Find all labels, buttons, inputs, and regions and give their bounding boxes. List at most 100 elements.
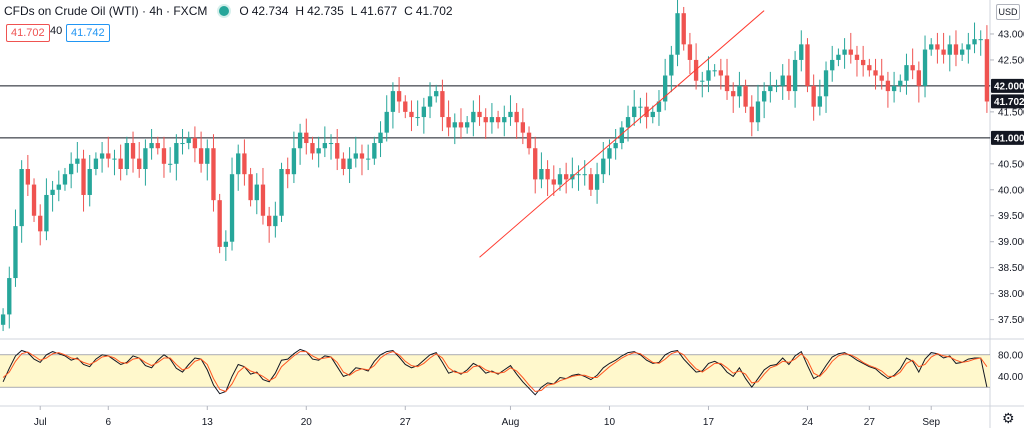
price-label-box bbox=[991, 78, 1024, 93]
candle-body bbox=[805, 44, 810, 86]
price-tick-label: 40.500 bbox=[998, 159, 1024, 170]
candle-body bbox=[161, 148, 167, 164]
spread-value: 40 bbox=[50, 25, 63, 37]
candle-body bbox=[978, 39, 983, 41]
ohlc-readout: O 42.734 H 42.735 L 41.677 C 41.702 bbox=[239, 4, 452, 18]
candle-body bbox=[533, 148, 538, 180]
high-value: 42.735 bbox=[307, 4, 344, 18]
currency-button[interactable]: USD bbox=[996, 4, 1020, 20]
candle-body bbox=[891, 85, 897, 92]
candle-body bbox=[842, 49, 847, 55]
candle-body bbox=[359, 153, 365, 159]
time-tick-label: 17 bbox=[703, 417, 715, 428]
candle-body bbox=[304, 132, 309, 144]
candle-body bbox=[310, 143, 315, 154]
candle-body bbox=[421, 106, 427, 118]
candle-body bbox=[768, 85, 773, 92]
candle-body bbox=[38, 215, 43, 232]
gear-icon[interactable]: ⚙ bbox=[1002, 410, 1015, 426]
candle-body bbox=[836, 54, 841, 60]
candle-body bbox=[823, 70, 829, 97]
candle-body bbox=[650, 111, 655, 118]
low-label: L bbox=[350, 4, 358, 18]
candle-body bbox=[229, 174, 235, 242]
candle-body bbox=[19, 169, 24, 227]
candle-body bbox=[786, 75, 792, 92]
candle-body bbox=[285, 169, 290, 175]
candle-body bbox=[854, 54, 860, 60]
candle-body bbox=[316, 148, 321, 154]
candle-body bbox=[328, 143, 334, 145]
candle-body bbox=[743, 85, 748, 107]
candle-body bbox=[712, 70, 717, 72]
candle-body bbox=[700, 80, 705, 82]
candle-body bbox=[830, 59, 835, 71]
sell-price-button[interactable]: 41.702 bbox=[6, 24, 50, 42]
candle-body bbox=[520, 122, 526, 133]
candle-body bbox=[632, 106, 637, 118]
stoch-d-line bbox=[2, 351, 988, 393]
price-tick-label: 37.500 bbox=[998, 315, 1024, 326]
symbol-title[interactable]: CFDs on Crude Oil (WTI) · 4h · FXCM bbox=[4, 4, 208, 18]
time-tick-label: 10 bbox=[604, 417, 616, 428]
time-tick-label: 20 bbox=[301, 417, 313, 428]
candle-body bbox=[130, 143, 136, 159]
candle-body bbox=[706, 70, 711, 81]
candle-body bbox=[390, 91, 396, 112]
price-tick-label: 43.000 bbox=[998, 29, 1024, 40]
stoch-tick-label: 40.00 bbox=[998, 372, 1023, 383]
price-tick-label: 40.000 bbox=[998, 185, 1024, 196]
time-tick-label: Aug bbox=[502, 417, 520, 428]
buy-price-button[interactable]: 41.742 bbox=[66, 24, 110, 42]
time-tick-label: 6 bbox=[106, 417, 112, 428]
candle-body bbox=[25, 169, 31, 185]
candle-body bbox=[180, 143, 185, 145]
candle-body bbox=[415, 117, 420, 119]
candle-body bbox=[75, 158, 80, 164]
candle-body bbox=[910, 65, 915, 71]
candle-body bbox=[539, 169, 544, 180]
candle-body bbox=[588, 174, 594, 190]
candle-body bbox=[471, 111, 476, 123]
candle-body bbox=[693, 59, 699, 81]
candle-body bbox=[947, 44, 952, 55]
candle-body bbox=[341, 158, 346, 169]
price-label-box bbox=[991, 94, 1024, 109]
candle-body bbox=[254, 184, 259, 201]
candle-body bbox=[427, 96, 433, 107]
candle-body bbox=[7, 278, 12, 315]
candle-body bbox=[192, 137, 198, 149]
candle-body bbox=[384, 111, 389, 133]
candle-body bbox=[638, 106, 643, 108]
candle-body bbox=[409, 111, 414, 118]
candle-body bbox=[446, 117, 451, 128]
candles-group bbox=[0, 0, 990, 332]
candle-body bbox=[724, 75, 730, 92]
candle-body bbox=[922, 49, 928, 86]
candle-body bbox=[87, 169, 92, 195]
candle-body bbox=[613, 143, 618, 149]
candle-body bbox=[118, 158, 123, 169]
candle-body bbox=[279, 169, 284, 216]
time-tick-label: 24 bbox=[802, 417, 814, 428]
candle-body bbox=[143, 148, 148, 169]
candle-body bbox=[594, 174, 600, 190]
candle-body bbox=[112, 158, 117, 160]
candle-body bbox=[557, 174, 563, 185]
candle-body bbox=[155, 143, 160, 149]
time-tick-label: 27 bbox=[400, 417, 412, 428]
price-tick-label: 41.500 bbox=[998, 107, 1024, 118]
candle-body bbox=[44, 194, 49, 232]
candle-body bbox=[966, 44, 971, 50]
candle-body bbox=[167, 163, 173, 165]
candle-body bbox=[656, 101, 662, 112]
candle-body bbox=[675, 13, 680, 55]
candle-body bbox=[860, 59, 866, 66]
time-tick-label: Sep bbox=[922, 417, 940, 428]
candle-body bbox=[205, 148, 210, 164]
market-status-icon bbox=[219, 6, 230, 16]
candle-body bbox=[477, 111, 482, 118]
candle-body bbox=[464, 122, 470, 128]
